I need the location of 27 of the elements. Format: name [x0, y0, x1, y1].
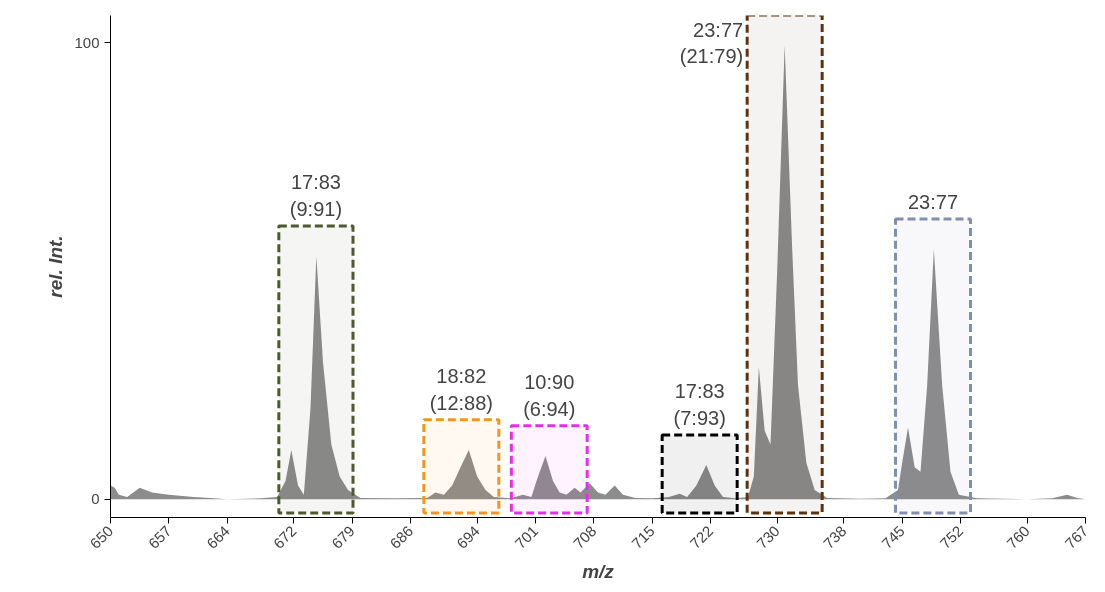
x-tick-label: 738 — [819, 522, 850, 552]
y-tick-label: 0 — [91, 490, 100, 508]
band-label: 17:83 (7:93) — [673, 380, 726, 429]
x-tick-label: 752 — [936, 522, 967, 552]
x-tick-label: 664 — [203, 522, 233, 552]
x-axis-title: m/z — [582, 561, 615, 583]
x-tick-label: 701 — [511, 522, 542, 552]
band-label: 18:82 (12:88) — [429, 365, 494, 414]
x-tick-label: 730 — [753, 522, 783, 552]
x-tick-label: 686 — [386, 522, 417, 552]
x-tick-label: 767 — [1061, 522, 1092, 552]
x-tick-label: 760 — [1003, 522, 1033, 552]
x-tick-label: 715 — [628, 522, 658, 552]
x-tick-label: 657 — [144, 522, 175, 552]
band-label: 10:90 (6:94) — [523, 371, 576, 420]
x-tick-label: 679 — [328, 522, 358, 552]
x-tick-label: 745 — [878, 522, 908, 552]
y-tick-label: 100 — [74, 33, 100, 51]
x-tick-label: 694 — [453, 522, 483, 552]
band-label: 23:77 (21:79) — [679, 19, 744, 68]
band-label: 23:77 — [907, 191, 959, 214]
x-tick-label: 708 — [569, 522, 600, 552]
x-tick-label: 722 — [686, 522, 717, 552]
x-tick-label: 650 — [86, 522, 117, 552]
band-label: 17:83 (9:91) — [289, 171, 343, 220]
x-tick-label: 672 — [269, 522, 300, 552]
y-axis-title: rel. Int. — [45, 235, 67, 298]
